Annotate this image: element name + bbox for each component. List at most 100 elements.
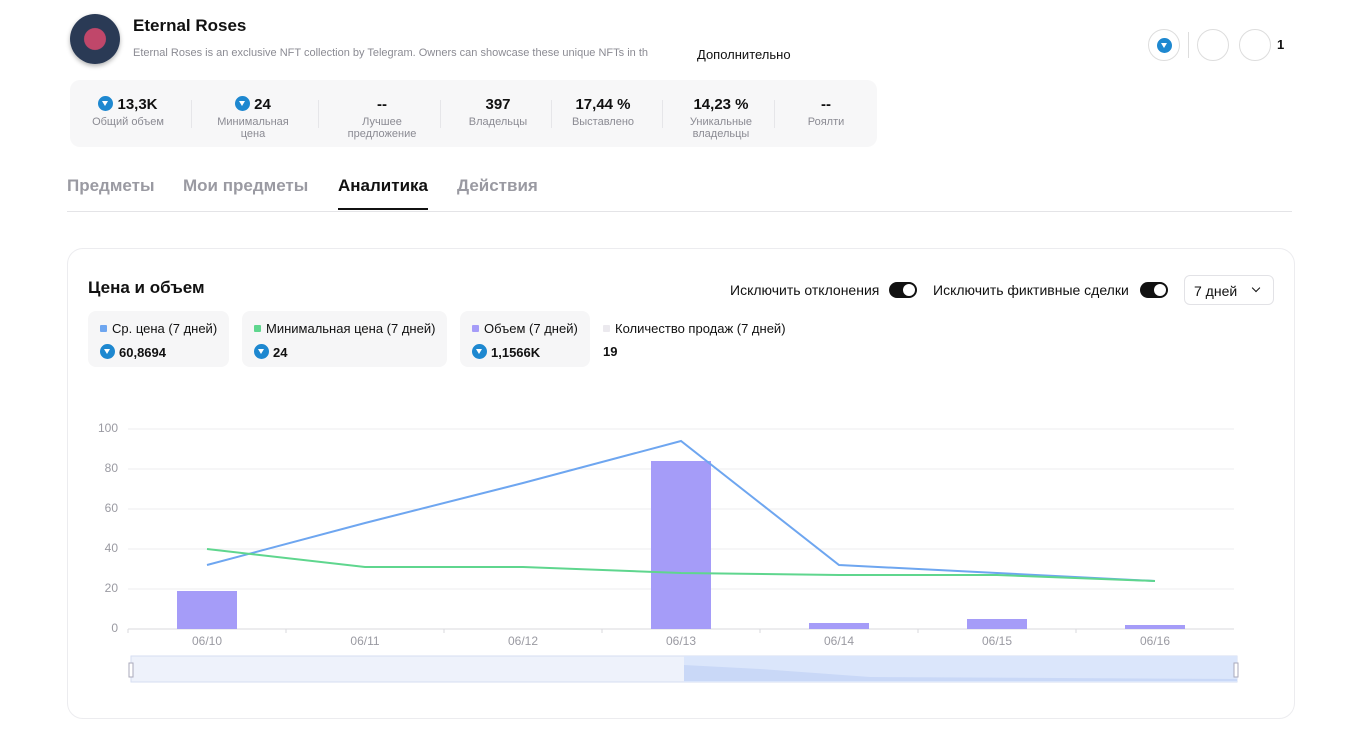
x-tick-label: 06/14 [824,634,854,648]
stat: 24 Минимальная цена [208,96,298,140]
summary-card: Объем (7 дней) 1,1566K [460,311,590,367]
y-tick-label: 0 [111,621,118,635]
tab[interactable]: Аналитика [338,176,428,195]
ton-button[interactable] [1148,29,1180,61]
share-button[interactable] [1197,29,1229,61]
tab[interactable]: Действия [457,176,538,195]
tab-underline [338,208,428,210]
stat: -- Лучшее предложение [337,96,427,140]
favorite-button[interactable] [1239,29,1271,61]
summary-name: Количество продаж (7 дней) [603,321,786,336]
period-select[interactable]: 7 дней [1184,275,1274,305]
stat-divider [550,100,552,128]
legend-label: Минимальная цена (7 дней) [266,321,436,336]
avatar [70,14,120,64]
stat: 397 Владельцы [453,96,543,128]
toggle-label: Исключить отклонения [730,282,880,298]
legend-label: Ср. цена (7 дней) [112,321,218,336]
summary-card: Минимальная цена (7 дней) 24 [242,311,448,367]
toggle[interactable] [1140,282,1168,298]
legend-swatch [472,325,479,332]
legend-label: Объем (7 дней) [484,321,578,336]
collection-title: Eternal Roses [133,16,247,35]
y-tick-label: 100 [98,421,118,435]
legend-swatch [603,325,610,332]
summary-name: Объем (7 дней) [472,321,578,336]
ton-icon [100,344,115,359]
stat-label: Лучшее предложение [347,116,417,140]
stat-value: 24 [208,96,298,116]
summary-value: 19 [603,344,618,359]
x-tick-label: 06/12 [508,634,538,648]
stat-label: Выставлено [571,116,635,128]
ton-icon [98,96,114,111]
legend-swatch [254,325,261,332]
ton-icon [472,344,487,359]
panel [67,248,1295,719]
stat-value: -- [821,96,831,113]
summary-card: Количество продаж (7 дней) 19 [603,311,798,367]
summary-card: Ср. цена (7 дней) 60,8694 [88,311,230,367]
stat-value: 397 [485,96,511,113]
description: Eternal Roses is an exclusive NFT collec… [133,47,648,59]
summary-total: 1,1566K [472,344,578,360]
stat-label: Владельцы [468,116,528,128]
zoom-handle[interactable] [1233,662,1239,678]
summary-value: 24 [273,345,288,360]
stat-divider [773,100,775,128]
bar [651,461,711,629]
x-tick-label: 06/10 [192,634,222,648]
toggle[interactable] [889,282,917,298]
stat-value: 17,44 % [575,96,631,113]
stat: 14,23 % Уникальные владельцы [676,96,766,140]
stat: 17,44 % Выставлено [558,96,648,128]
summary-name: Минимальная цена (7 дней) [254,321,435,336]
x-tick-label: 06/13 [666,634,696,648]
legend-swatch [100,325,107,332]
summary-value: 1,1566K [491,345,541,360]
period-label: 7 дней [1194,283,1238,299]
bar [967,619,1027,629]
y-tick-label: 80 [105,461,119,475]
stat-label: Роялти [807,116,845,128]
line [206,439,1156,582]
stat-value: 14,23 % [693,96,749,113]
bar [809,623,869,629]
toggle-label: Исключить фиктивные сделки [933,282,1129,298]
y-tick-label: 20 [105,581,119,595]
stat-divider [317,100,319,128]
tab[interactable]: Предметы [67,176,155,195]
x-tick-label: 06/11 [350,634,379,648]
summary-total: 24 [254,344,435,360]
y-tick-label: 60 [105,501,119,515]
stat-value: -- [377,96,387,113]
panel-title: Цена и объем [88,278,205,297]
zoom-handle[interactable] [128,662,134,678]
x-tick-label: 06/15 [982,634,1012,648]
stat-label: Уникальные владельцы [689,116,753,140]
summary-total: 60,8694 [100,344,217,360]
ton-icon [254,344,269,359]
line [206,548,1156,582]
ton-icon [235,96,251,111]
stat: 13,3K Общий объем [83,96,173,128]
legend-label: Количество продаж (7 дней) [615,321,786,336]
bar [177,591,237,629]
tabs-line [67,211,1292,212]
stat-divider [662,100,663,128]
x-tick-label: 06/16 [1140,634,1170,648]
more-link[interactable]: Дополнительно [697,47,791,62]
divider [1188,32,1189,58]
summary-value: 60,8694 [119,345,166,360]
tab[interactable]: Мои предметы [183,176,309,195]
favorite-count: 1 [1277,37,1285,52]
stat: -- Роялти [781,96,871,128]
bar [1125,625,1185,629]
stats-box [70,80,877,147]
zoom-preview [684,665,1237,681]
y-tick-label: 40 [105,541,119,555]
stat-divider [440,100,441,128]
stat-label: Общий объем [92,116,164,128]
